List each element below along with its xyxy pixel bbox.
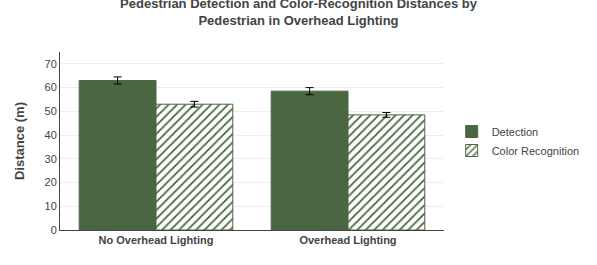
svg-text:No Overhead Lighting: No Overhead Lighting xyxy=(99,234,214,246)
svg-text:0: 0 xyxy=(51,224,57,236)
svg-text:70: 70 xyxy=(45,58,57,70)
svg-text:Color Recognition: Color Recognition xyxy=(492,145,579,157)
svg-text:40: 40 xyxy=(45,129,57,141)
svg-text:Distance (m): Distance (m) xyxy=(12,102,27,180)
svg-text:30: 30 xyxy=(45,153,57,165)
svg-text:10: 10 xyxy=(45,200,57,212)
svg-text:50: 50 xyxy=(45,105,57,117)
svg-text:60: 60 xyxy=(45,81,57,93)
svg-text:Overhead Lighting: Overhead Lighting xyxy=(299,234,396,246)
svg-text:Detection: Detection xyxy=(492,126,538,138)
svg-text:Pedestrian Detection and Color: Pedestrian Detection and Color-Recogniti… xyxy=(120,0,478,28)
svg-text:20: 20 xyxy=(45,176,57,188)
